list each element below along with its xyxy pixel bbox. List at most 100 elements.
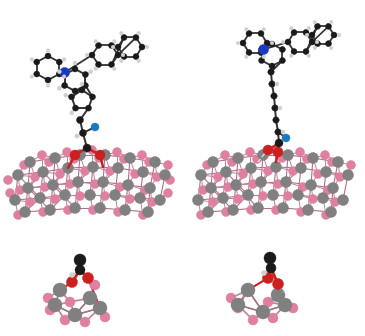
Circle shape <box>199 185 207 195</box>
Circle shape <box>76 192 85 201</box>
Circle shape <box>315 40 319 44</box>
Circle shape <box>330 198 339 207</box>
Circle shape <box>277 154 287 163</box>
Circle shape <box>147 198 157 207</box>
Circle shape <box>138 151 146 160</box>
Circle shape <box>268 190 278 201</box>
Circle shape <box>303 205 314 215</box>
Circle shape <box>259 46 265 52</box>
Circle shape <box>119 205 131 215</box>
Circle shape <box>268 69 274 75</box>
Circle shape <box>240 40 246 46</box>
Circle shape <box>266 263 276 273</box>
Circle shape <box>273 117 279 123</box>
Circle shape <box>80 129 87 136</box>
Circle shape <box>329 46 333 50</box>
Circle shape <box>14 210 23 219</box>
Circle shape <box>331 32 337 38</box>
Circle shape <box>47 179 58 191</box>
Circle shape <box>137 59 141 62</box>
Circle shape <box>227 205 238 215</box>
Circle shape <box>280 176 292 187</box>
Circle shape <box>15 185 24 195</box>
Circle shape <box>227 158 237 167</box>
Circle shape <box>218 193 228 204</box>
Circle shape <box>326 41 331 47</box>
Circle shape <box>242 190 254 201</box>
Circle shape <box>308 195 318 204</box>
Circle shape <box>139 44 145 50</box>
Circle shape <box>292 190 304 201</box>
Circle shape <box>246 49 252 55</box>
Circle shape <box>346 161 356 169</box>
Circle shape <box>34 71 40 77</box>
Circle shape <box>134 193 146 204</box>
Circle shape <box>45 305 55 315</box>
Circle shape <box>77 117 84 124</box>
Circle shape <box>94 67 97 71</box>
Circle shape <box>320 151 330 160</box>
Circle shape <box>288 167 297 175</box>
Circle shape <box>93 301 107 315</box>
Circle shape <box>59 68 70 78</box>
Circle shape <box>85 190 96 201</box>
Circle shape <box>305 33 309 37</box>
Circle shape <box>72 66 78 72</box>
Circle shape <box>164 161 173 169</box>
Circle shape <box>270 41 274 45</box>
Circle shape <box>289 54 293 57</box>
Circle shape <box>262 28 265 31</box>
Circle shape <box>95 150 105 160</box>
Circle shape <box>335 172 345 181</box>
Circle shape <box>74 150 85 161</box>
Circle shape <box>288 303 298 313</box>
Circle shape <box>269 63 275 69</box>
Circle shape <box>64 93 68 97</box>
Circle shape <box>278 106 282 110</box>
Circle shape <box>203 207 214 217</box>
Circle shape <box>69 155 78 164</box>
Circle shape <box>320 167 331 177</box>
Circle shape <box>196 210 205 219</box>
Circle shape <box>91 123 99 131</box>
Circle shape <box>145 158 154 167</box>
Circle shape <box>258 49 264 55</box>
Circle shape <box>269 81 275 87</box>
Circle shape <box>69 203 81 213</box>
Circle shape <box>45 77 51 83</box>
Circle shape <box>62 57 66 61</box>
Circle shape <box>138 167 149 177</box>
Circle shape <box>26 198 35 207</box>
Circle shape <box>89 94 96 100</box>
Circle shape <box>131 169 139 178</box>
Circle shape <box>205 182 216 194</box>
Circle shape <box>248 315 258 325</box>
Circle shape <box>82 272 93 284</box>
Circle shape <box>66 277 77 288</box>
Circle shape <box>56 59 62 65</box>
Circle shape <box>62 83 68 88</box>
Circle shape <box>41 182 50 192</box>
Circle shape <box>291 30 297 36</box>
Circle shape <box>269 41 275 47</box>
Circle shape <box>233 153 243 164</box>
Circle shape <box>89 70 93 74</box>
Circle shape <box>65 297 75 307</box>
Circle shape <box>95 203 105 213</box>
Circle shape <box>45 158 54 167</box>
Circle shape <box>271 288 285 302</box>
Circle shape <box>126 195 134 204</box>
Circle shape <box>62 148 72 157</box>
Circle shape <box>264 167 273 175</box>
Circle shape <box>110 190 120 201</box>
Circle shape <box>282 134 290 142</box>
Circle shape <box>278 298 292 312</box>
Circle shape <box>160 169 170 180</box>
Circle shape <box>137 32 141 35</box>
Circle shape <box>72 88 78 94</box>
Circle shape <box>275 139 283 147</box>
Circle shape <box>337 33 341 37</box>
Circle shape <box>124 153 135 164</box>
Circle shape <box>306 179 316 191</box>
Circle shape <box>119 32 123 35</box>
